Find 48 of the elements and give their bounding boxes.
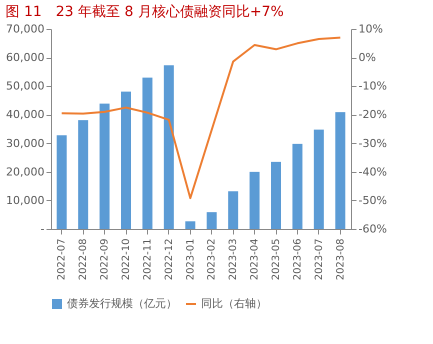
y-tick-label: 40,000 <box>6 108 44 122</box>
bar <box>250 172 260 229</box>
x-tick-label: 2023-05 <box>271 238 282 280</box>
y-tick-label: 70,000 <box>6 22 44 36</box>
bar <box>78 120 88 229</box>
x-tick-label: 2022-08 <box>78 238 90 280</box>
x-tick-label: 2023-06 <box>292 238 304 280</box>
x-tick-label: 2022-10 <box>121 238 132 280</box>
x-tick-label: 2023-04 <box>250 238 261 280</box>
legend-label: 债券发行规模（亿元） <box>67 297 177 310</box>
y2-tick-label: 10% <box>358 22 383 36</box>
x-tick-label: 2023-07 <box>314 238 325 280</box>
x-tick-label: 2022-07 <box>56 238 68 280</box>
y2-tick-label: -60% <box>358 222 387 236</box>
bar <box>335 112 346 229</box>
bar <box>185 221 196 229</box>
y2-tick-label: -10% <box>358 80 387 93</box>
x-tick-label: 2023-01 <box>185 238 196 280</box>
line-series <box>60 36 342 200</box>
y-tick-label: 30,000 <box>6 136 44 150</box>
chart-title: 图 11 23 年截至 8 月核心债融资同比+7% <box>6 4 284 20</box>
x-tick-label: 2023-08 <box>335 238 346 280</box>
x-tick-label: 2022-12 <box>164 238 175 280</box>
bar <box>228 191 238 229</box>
y-tick-label: 10,000 <box>6 194 44 207</box>
y2-tick-label: -40% <box>358 165 387 178</box>
x-tick-label: 2023-03 <box>228 238 240 280</box>
x-tick-label: 2022-09 <box>100 238 111 280</box>
y2-tick-label: -20% <box>358 108 387 122</box>
y-tick-label: 50,000 <box>6 80 44 93</box>
y2-tick-label: 0% <box>358 51 376 64</box>
bar <box>142 78 152 229</box>
y2-tick-label: -30% <box>358 136 387 150</box>
bar <box>206 212 217 229</box>
x-tick-label: 2023-02 <box>206 238 218 280</box>
bar <box>292 144 302 229</box>
bar <box>100 104 110 229</box>
bar <box>164 65 174 229</box>
x-tick-label: 2022-11 <box>142 238 154 280</box>
bar <box>121 92 131 229</box>
y-tick-label: - <box>40 222 45 236</box>
y2-tick-label: -50% <box>358 194 387 207</box>
bar <box>56 135 67 229</box>
bar <box>271 162 281 229</box>
legend-label: 同比（右轴） <box>201 297 267 310</box>
y-tick-label: 60,000 <box>6 51 44 64</box>
y-tick-label: 20,000 <box>6 165 44 178</box>
bar <box>314 130 324 229</box>
